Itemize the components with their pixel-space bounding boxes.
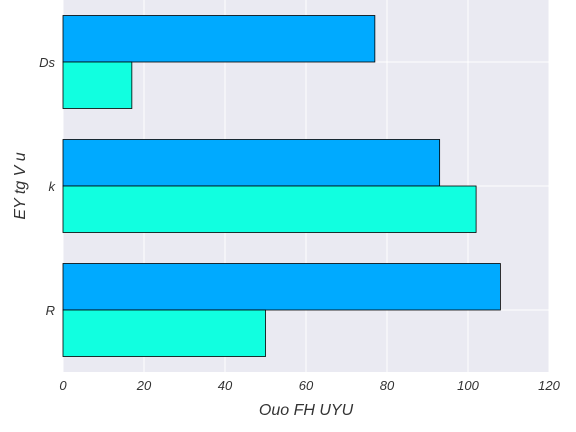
bar-R-series-1 xyxy=(62,263,501,311)
x-tick-label: 0 xyxy=(59,378,67,393)
bar-k-series-2 xyxy=(62,185,477,233)
x-axis-label: Ouo FH UYU xyxy=(259,402,354,419)
x-tick-label: 100 xyxy=(457,378,479,393)
x-tick-labels: 0 20 40 60 80 100 120 xyxy=(59,378,560,393)
x-tick-label: 60 xyxy=(299,378,314,393)
x-tick-label: 120 xyxy=(538,378,560,393)
bar-k-series-1 xyxy=(62,139,441,187)
y-tick-label: R xyxy=(46,303,55,318)
bar-Ds-series-1 xyxy=(62,15,376,63)
bar-R-series-2 xyxy=(62,309,266,357)
x-tick-label: 20 xyxy=(136,378,152,393)
x-tick-label: 40 xyxy=(218,378,233,393)
bar-Ds-series-2 xyxy=(62,61,133,109)
y-tick-labels: Ds k R xyxy=(39,55,56,318)
bars xyxy=(62,15,501,357)
y-axis-label: EY tg V u xyxy=(12,152,29,219)
y-tick-label: k xyxy=(49,179,57,194)
y-tick-label: Ds xyxy=(39,55,55,70)
x-tick-label: 80 xyxy=(380,378,395,393)
